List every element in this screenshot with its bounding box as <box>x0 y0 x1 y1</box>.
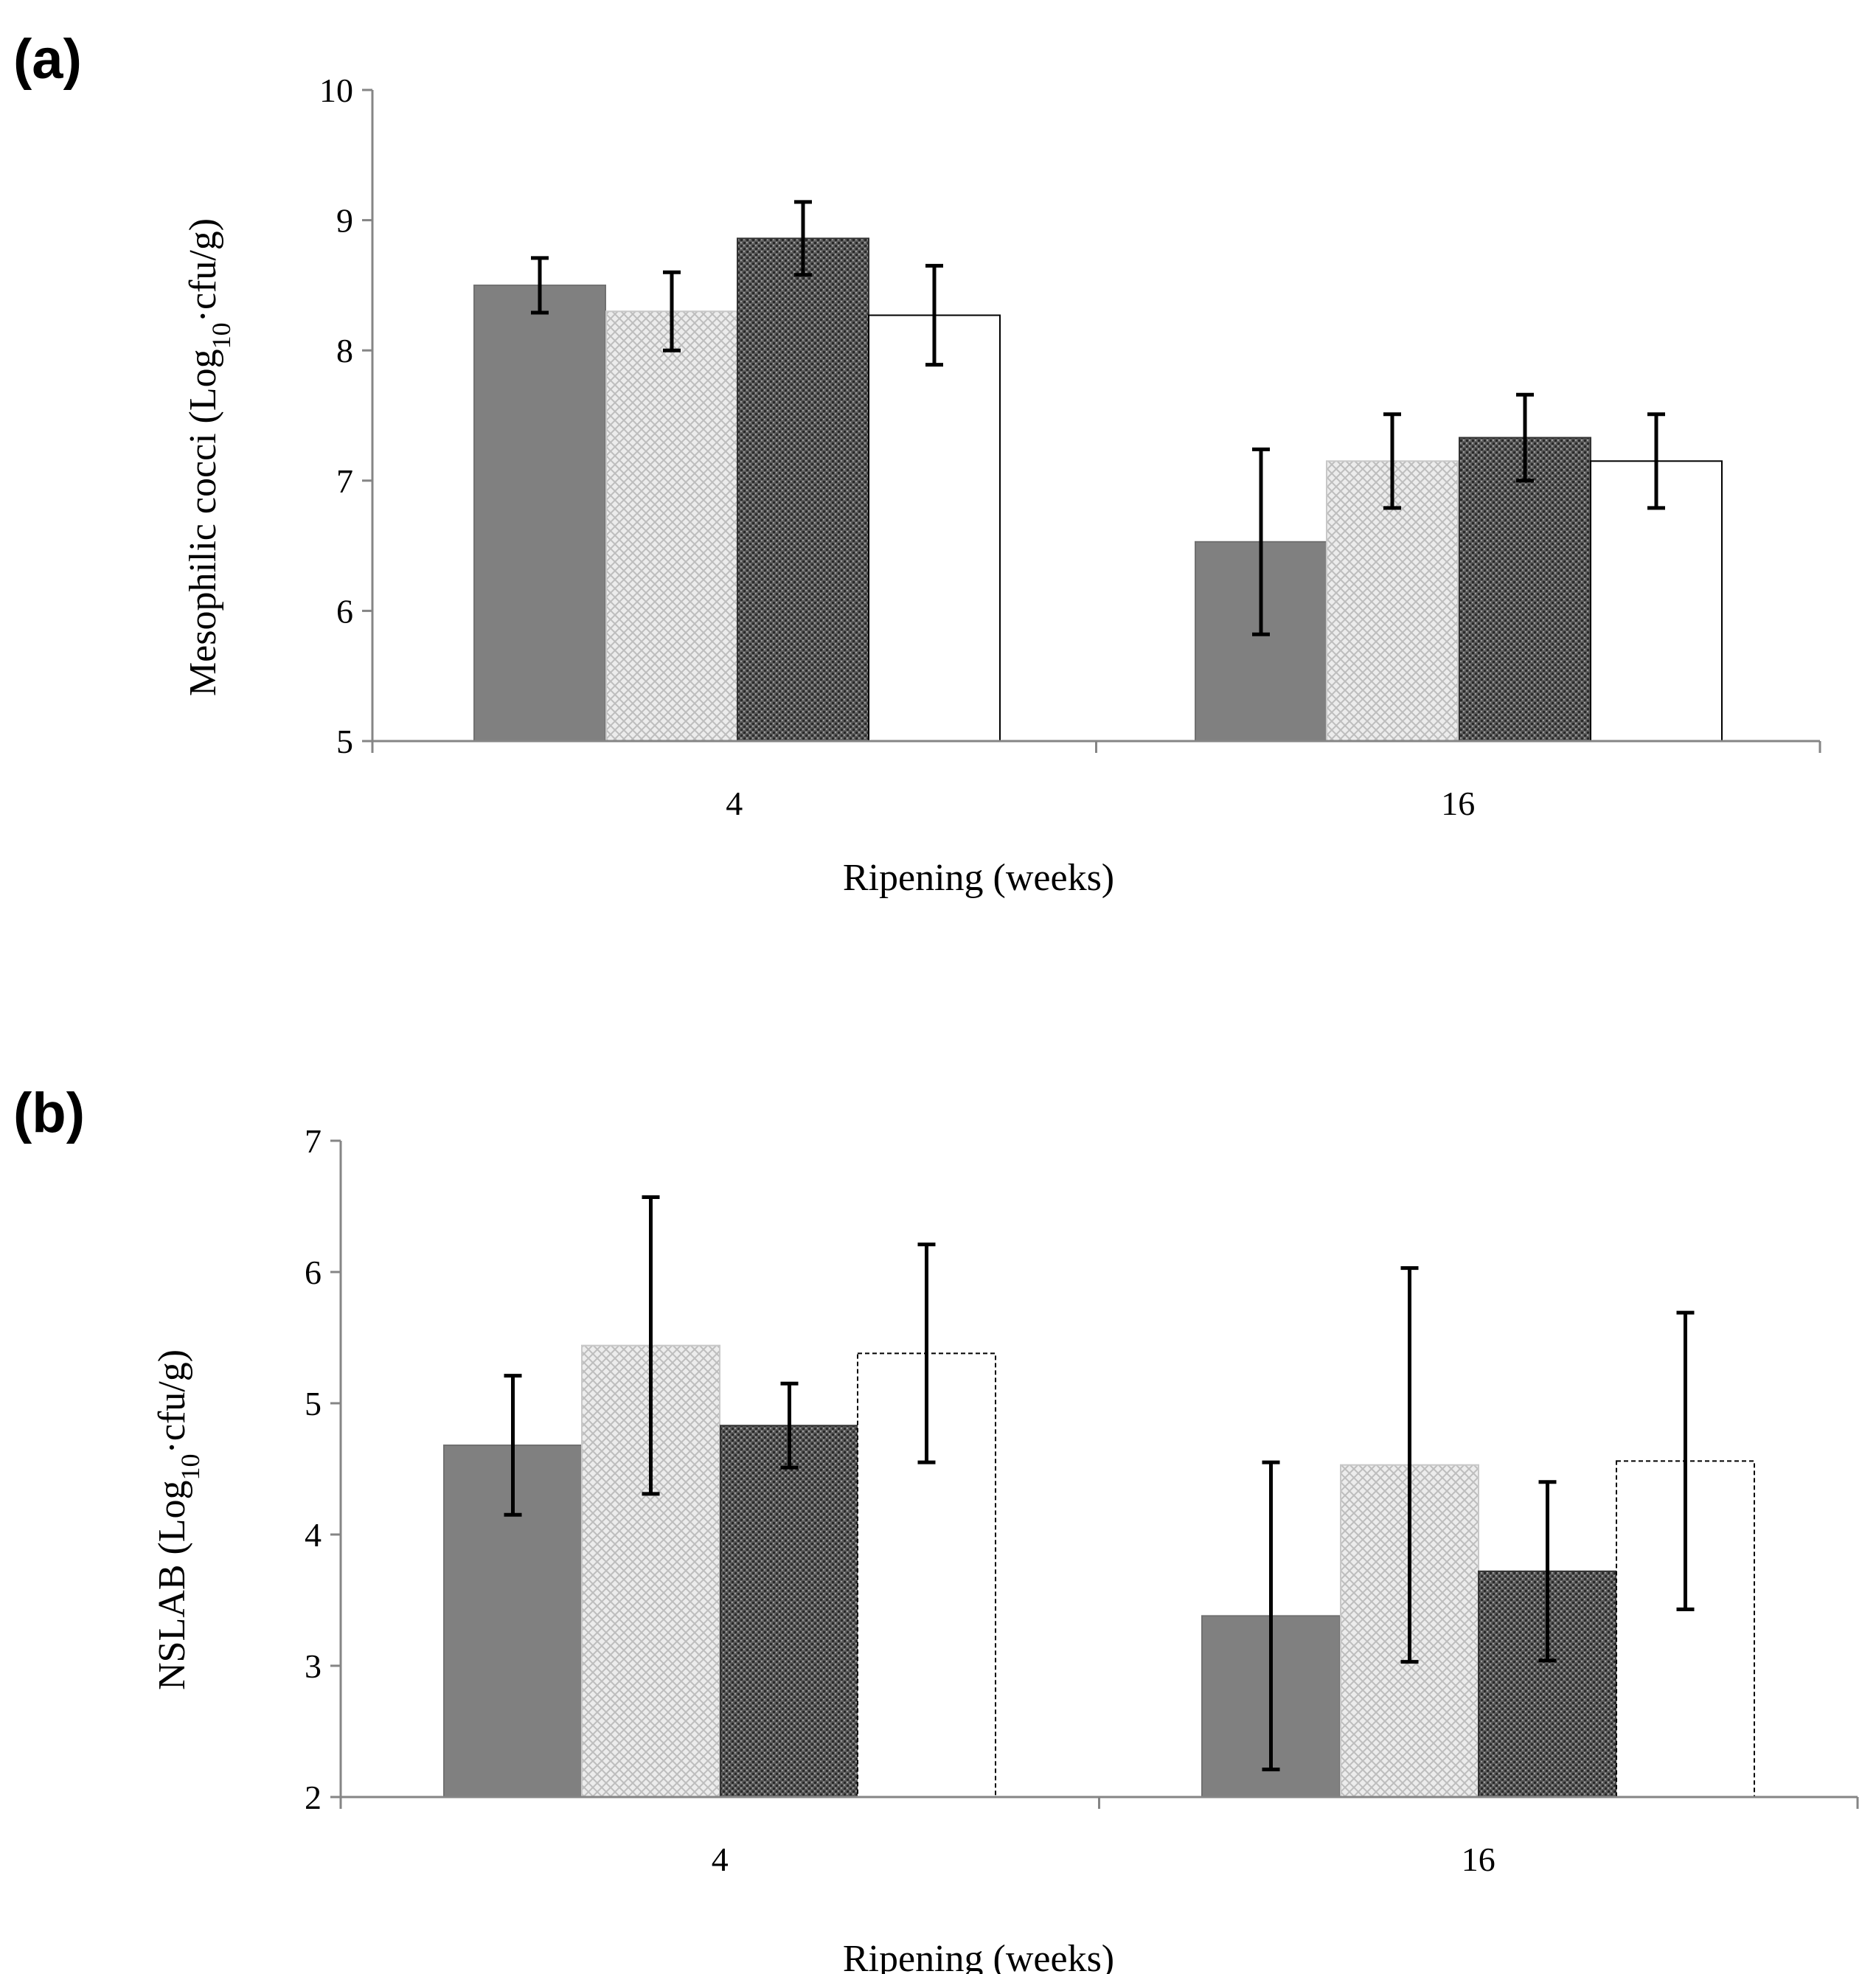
y-axis-title: Mesophilic cocci (Log10·cfu/g) <box>182 218 236 696</box>
error-bar-group <box>531 200 1665 636</box>
bar-4-series-3 <box>720 1425 859 1798</box>
y-tick-label: 2 <box>305 1779 322 1816</box>
error-bar-16-series-2 <box>1400 1266 1419 1664</box>
y-tick-label: 7 <box>336 462 353 500</box>
bar-4-series-1 <box>473 284 606 742</box>
y-tick-label: 6 <box>305 1254 322 1291</box>
error-bar-16-series-1 <box>1252 447 1270 636</box>
x-tick-label: 16 <box>1441 785 1475 822</box>
error-bar-16-series-3 <box>1516 392 1534 483</box>
error-bar-4-series-4 <box>925 263 943 367</box>
y-tick-label: 4 <box>305 1516 322 1554</box>
x-tick-label: 4 <box>712 1841 729 1878</box>
error-bar-16-series-4 <box>1676 1310 1695 1611</box>
bar-4-series-4 <box>868 314 1001 742</box>
y-tick-label: 5 <box>305 1385 322 1422</box>
error-bar-4-series-1 <box>531 256 549 315</box>
error-bar-16-series-4 <box>1647 412 1665 510</box>
panel-label: (b) <box>13 1082 85 1144</box>
y-tick-label: 3 <box>305 1647 322 1685</box>
y-tick-label: 6 <box>336 592 353 630</box>
axes <box>330 1139 1859 1809</box>
bar-group <box>443 1344 1755 1799</box>
bar-4-series-3 <box>737 237 869 743</box>
axes <box>362 88 1821 753</box>
error-bar-16-series-2 <box>1383 412 1401 510</box>
y-tick-labels: 5 6 7 8 9 10 <box>319 72 353 760</box>
bar-4-series-2 <box>605 310 738 743</box>
y-tick-label: 8 <box>336 332 353 369</box>
error-bar-group <box>504 1195 1695 1772</box>
error-bar-16-series-3 <box>1538 1480 1557 1663</box>
error-bar-4-series-1 <box>504 1374 522 1517</box>
bar-group <box>473 237 1723 743</box>
bar-16-series-3 <box>1459 437 1591 742</box>
x-axis-title: Ripening (weeks) <box>843 1938 1114 1974</box>
x-tick-labels: 4 16 <box>712 1841 1495 1878</box>
error-bar-4-series-3 <box>794 200 812 277</box>
x-tick-label: 16 <box>1462 1841 1495 1878</box>
y-tick-label: 5 <box>336 723 353 760</box>
x-tick-label: 4 <box>726 785 743 822</box>
panel-label: (a) <box>13 28 82 91</box>
error-bar-4-series-2 <box>663 270 681 352</box>
y-axis-title: NSLAB (Log10·cfu/g) <box>151 1349 205 1690</box>
x-tick-labels: 4 16 <box>726 785 1475 822</box>
y-tick-label: 7 <box>305 1122 322 1160</box>
chart-panel-a: (a) 5 6 7 8 9 10 4 16 Ripening (weeks) Mesophi… <box>13 28 1821 899</box>
error-bar-4-series-4 <box>917 1243 936 1464</box>
chart-panel-b: (b) 2 3 4 5 6 7 4 16 Ripening (weeks) NSLAB (L… <box>13 1082 1859 1974</box>
y-tick-label: 10 <box>319 72 353 109</box>
y-tick-labels: 2 3 4 5 6 7 <box>305 1122 322 1816</box>
x-axis-title: Ripening (weeks) <box>843 857 1114 899</box>
error-bar-4-series-2 <box>642 1195 660 1496</box>
error-bar-4-series-3 <box>780 1381 799 1470</box>
error-bar-16-series-1 <box>1262 1460 1280 1772</box>
y-tick-label: 9 <box>336 202 353 240</box>
